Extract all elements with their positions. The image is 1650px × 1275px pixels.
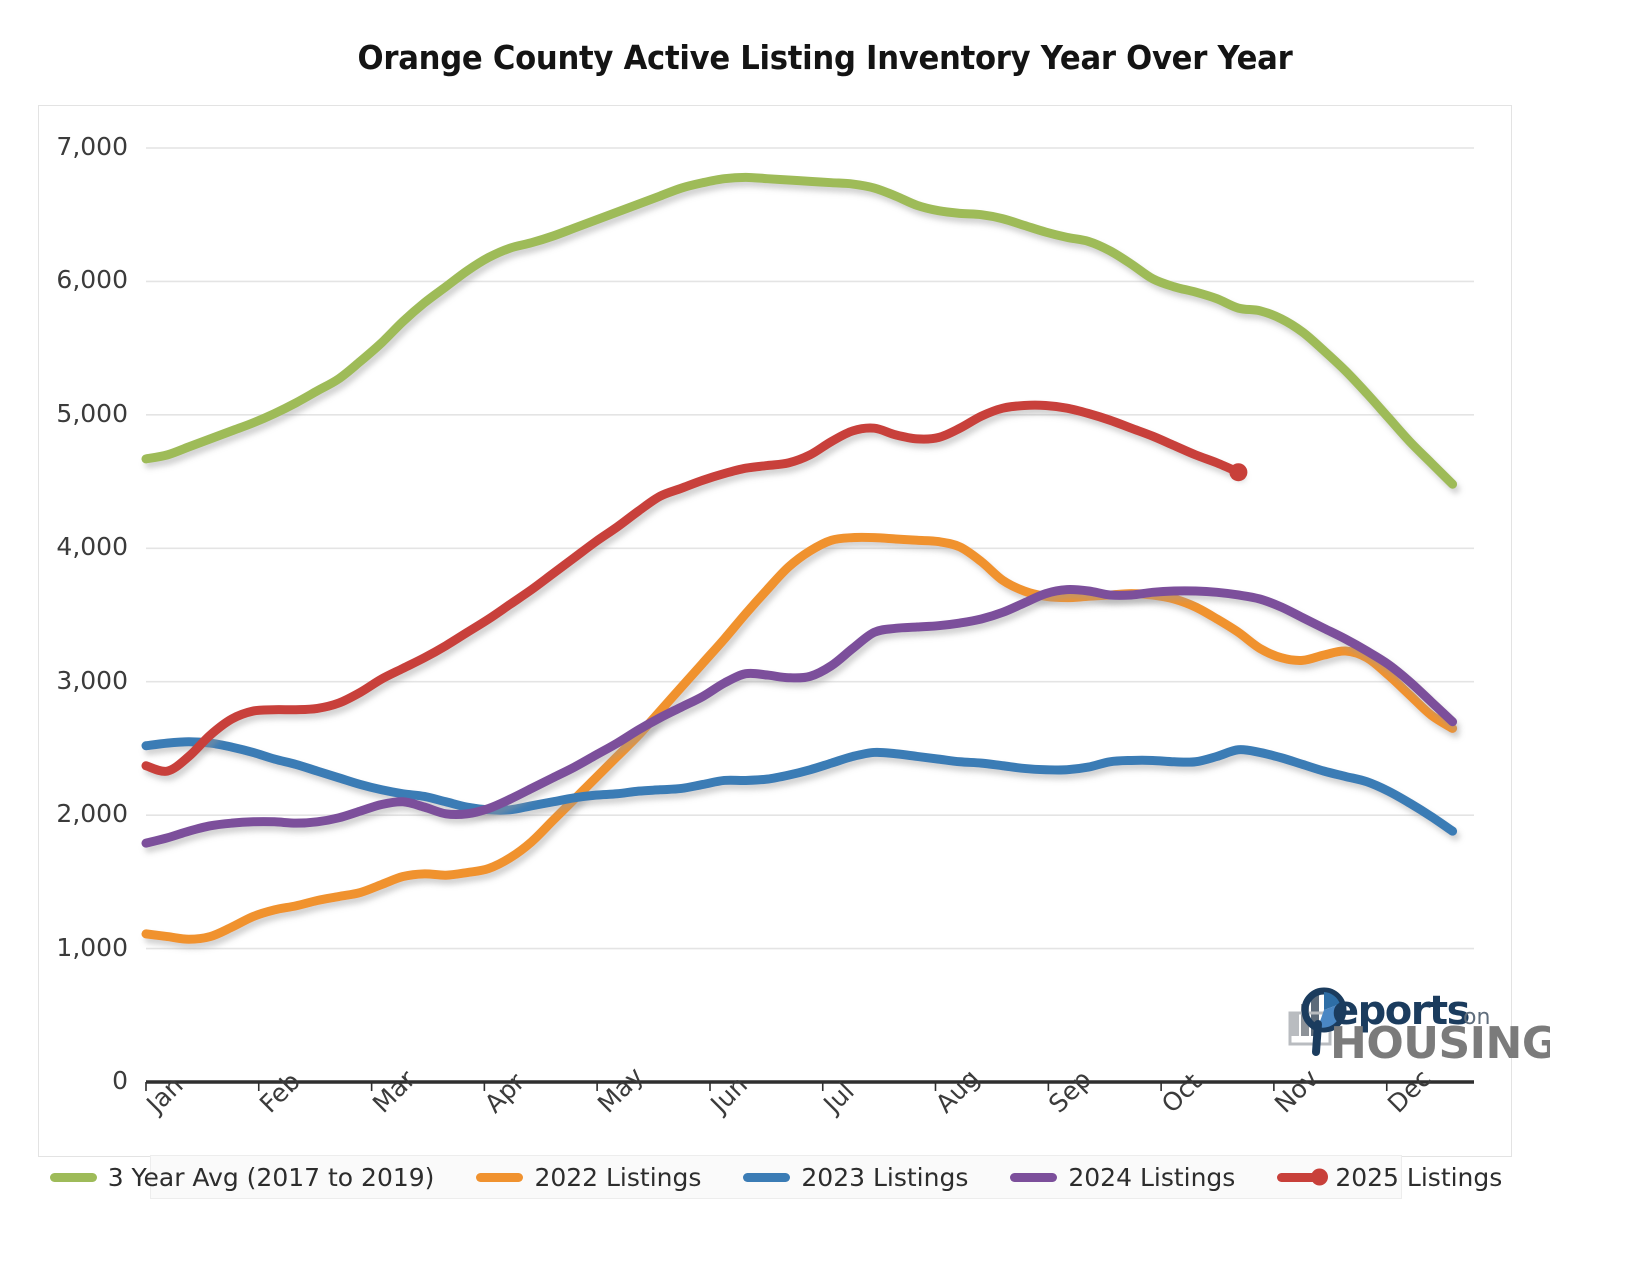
series-line <box>141 400 1243 776</box>
logo-secondary-text: HOUSING <box>1330 1018 1550 1062</box>
legend-label: 2023 Listings <box>801 1162 969 1192</box>
legend-item-2[interactable]: 2022 Listings <box>476 1163 701 1192</box>
reports-on-housing-logo: eports on HOUSING <box>1288 984 1558 1069</box>
series-end-marker <box>1229 463 1248 482</box>
y-axis-tick-label: 4,000 <box>56 532 128 562</box>
logo-small-text: on <box>1463 1005 1490 1030</box>
chart-frame <box>38 105 1512 1157</box>
legend-label: 3 Year Avg (2017 to 2019) <box>107 1162 435 1192</box>
y-axis-tick-label: 6,000 <box>56 265 128 295</box>
legend-swatch-icon <box>743 1172 791 1182</box>
chart-legend[interactable]: 3 Year Avg (2017 to 2019) 2022 Listings 20… <box>49 1155 1502 1199</box>
magnifier-bar-chart-icon <box>1288 987 1347 1056</box>
legend-swatch-icon <box>476 1172 524 1182</box>
legend-item-1[interactable]: 3 Year Avg (2017 to 2019) <box>49 1162 435 1192</box>
legend-swatch-icon <box>1277 1172 1325 1182</box>
y-axis-tick-label: 1,000 <box>56 932 128 962</box>
series-line <box>141 172 1458 489</box>
legend-item-4[interactable]: 2024 Listings <box>1010 1163 1235 1192</box>
legend-swatch-icon <box>1010 1172 1058 1182</box>
legend-label: 2025 Listings <box>1335 1162 1503 1192</box>
series-layer <box>141 172 1458 944</box>
legend-item-5[interactable]: 2025 Listings <box>1277 1163 1502 1192</box>
gridlines <box>146 147 1474 950</box>
legend-item-3[interactable]: 2023 Listings <box>743 1163 968 1192</box>
y-axis-tick-label: 7,000 <box>56 132 128 161</box>
y-axis-tick-label: 5,000 <box>56 398 128 428</box>
y-axis-tick-label: 0 <box>112 1066 128 1095</box>
page-title: Orange County Active Listing Inventory Y… <box>357 38 1293 77</box>
x-axis-line <box>145 1080 1474 1091</box>
legend-swatch-icon <box>49 1172 97 1182</box>
logo-primary-text: eports <box>1332 988 1469 1034</box>
y-axis-tick-label: 3,000 <box>56 665 128 695</box>
legend-label: 2022 Listings <box>534 1162 702 1192</box>
series-line <box>141 585 1458 848</box>
y-axis-tick-label: 2,000 <box>56 799 128 829</box>
series-line <box>141 532 1458 944</box>
legend-label: 2024 Listings <box>1068 1162 1236 1192</box>
series-line <box>141 737 1458 836</box>
